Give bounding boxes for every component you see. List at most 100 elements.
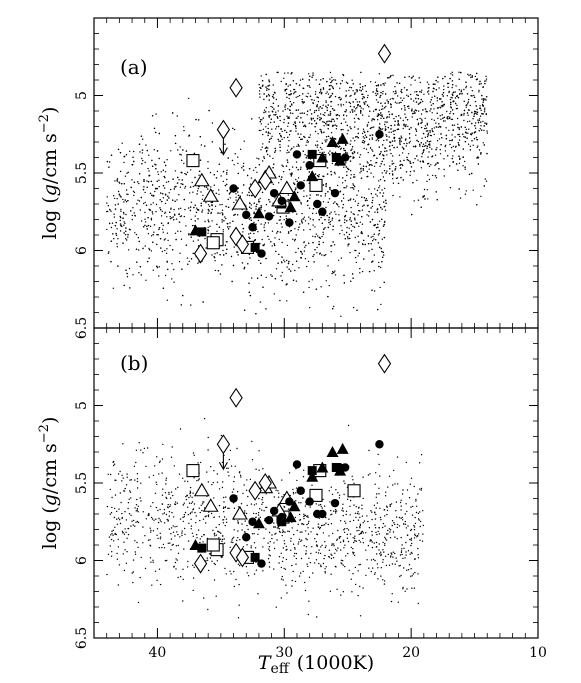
filled-circle-point [257,249,266,258]
background-point [178,194,180,196]
background-point [281,575,283,578]
background-point [141,152,144,154]
background-point [452,91,455,94]
background-point [419,145,421,147]
background-point [378,153,381,156]
background-point [253,221,255,224]
background-point [116,552,118,555]
background-point [328,221,330,224]
background-point [356,91,358,93]
background-point [277,138,279,141]
background-point [289,90,292,92]
background-point [272,102,275,105]
background-point [417,573,419,575]
background-point [281,279,283,282]
background-point [177,230,179,232]
background-point [152,559,154,561]
background-point [239,564,241,567]
background-point [229,449,232,452]
background-point [263,243,266,245]
background-point [192,185,194,188]
background-point [368,527,371,529]
background-point [287,161,289,164]
background-point [410,127,412,129]
background-point [359,516,361,519]
background-point [452,145,455,148]
background-point [303,517,305,520]
background-point [125,201,128,203]
background-point [304,246,306,248]
background-point [172,112,174,114]
background-point [297,133,299,135]
background-point [307,200,309,202]
background-point [186,257,189,259]
background-point [329,71,332,74]
background-point [289,130,291,132]
background-point [467,132,469,134]
background-point [373,126,375,128]
background-point [178,221,181,223]
background-point [357,117,359,120]
background-point [295,260,298,262]
background-point [222,229,224,231]
background-point [263,156,265,158]
filled-circle-point [269,188,279,198]
background-point [198,174,200,176]
background-point [295,563,297,565]
background-point [458,78,460,81]
background-point [459,92,461,95]
background-point [377,242,380,244]
background-point [164,274,167,277]
open-diamond-point [235,234,250,255]
background-point [242,227,245,230]
background-point [376,88,378,90]
background-point [239,148,242,150]
background-point [273,91,276,94]
background-point [353,213,355,216]
background-point [183,516,185,518]
background-point [211,201,213,203]
background-point [237,254,239,256]
background-point [318,109,320,111]
background-point [485,180,488,182]
background-point [379,286,381,289]
background-point [407,95,410,98]
background-point [410,166,413,168]
background-point [196,534,198,536]
background-point [315,233,317,235]
background-point [419,117,421,120]
background-point [200,205,202,207]
background-point [222,170,225,173]
background-point [151,211,154,213]
background-point [198,478,201,480]
filled-triangle-point [334,154,347,166]
background-point [229,546,231,548]
background-point [450,111,452,113]
background-point [288,268,290,270]
background-point [191,496,193,498]
background-point [391,113,393,115]
background-point [452,129,454,131]
background-point [281,164,283,166]
background-point [369,147,372,149]
background-point [164,202,167,205]
background-point [318,243,321,246]
background-point [430,108,432,110]
background-point [156,180,158,182]
background-point [328,284,330,287]
background-point [287,262,290,265]
background-point [372,118,374,120]
background-point [358,241,360,243]
background-point [456,95,458,98]
background-point [127,200,129,202]
background-point [404,523,407,525]
background-point [275,128,277,130]
background-point [280,597,282,599]
background-point [174,142,177,145]
background-point [361,216,363,218]
background-point [267,147,269,149]
background-point [214,253,216,255]
background-point [351,148,353,150]
background-point [352,111,354,113]
background-point [330,251,332,253]
